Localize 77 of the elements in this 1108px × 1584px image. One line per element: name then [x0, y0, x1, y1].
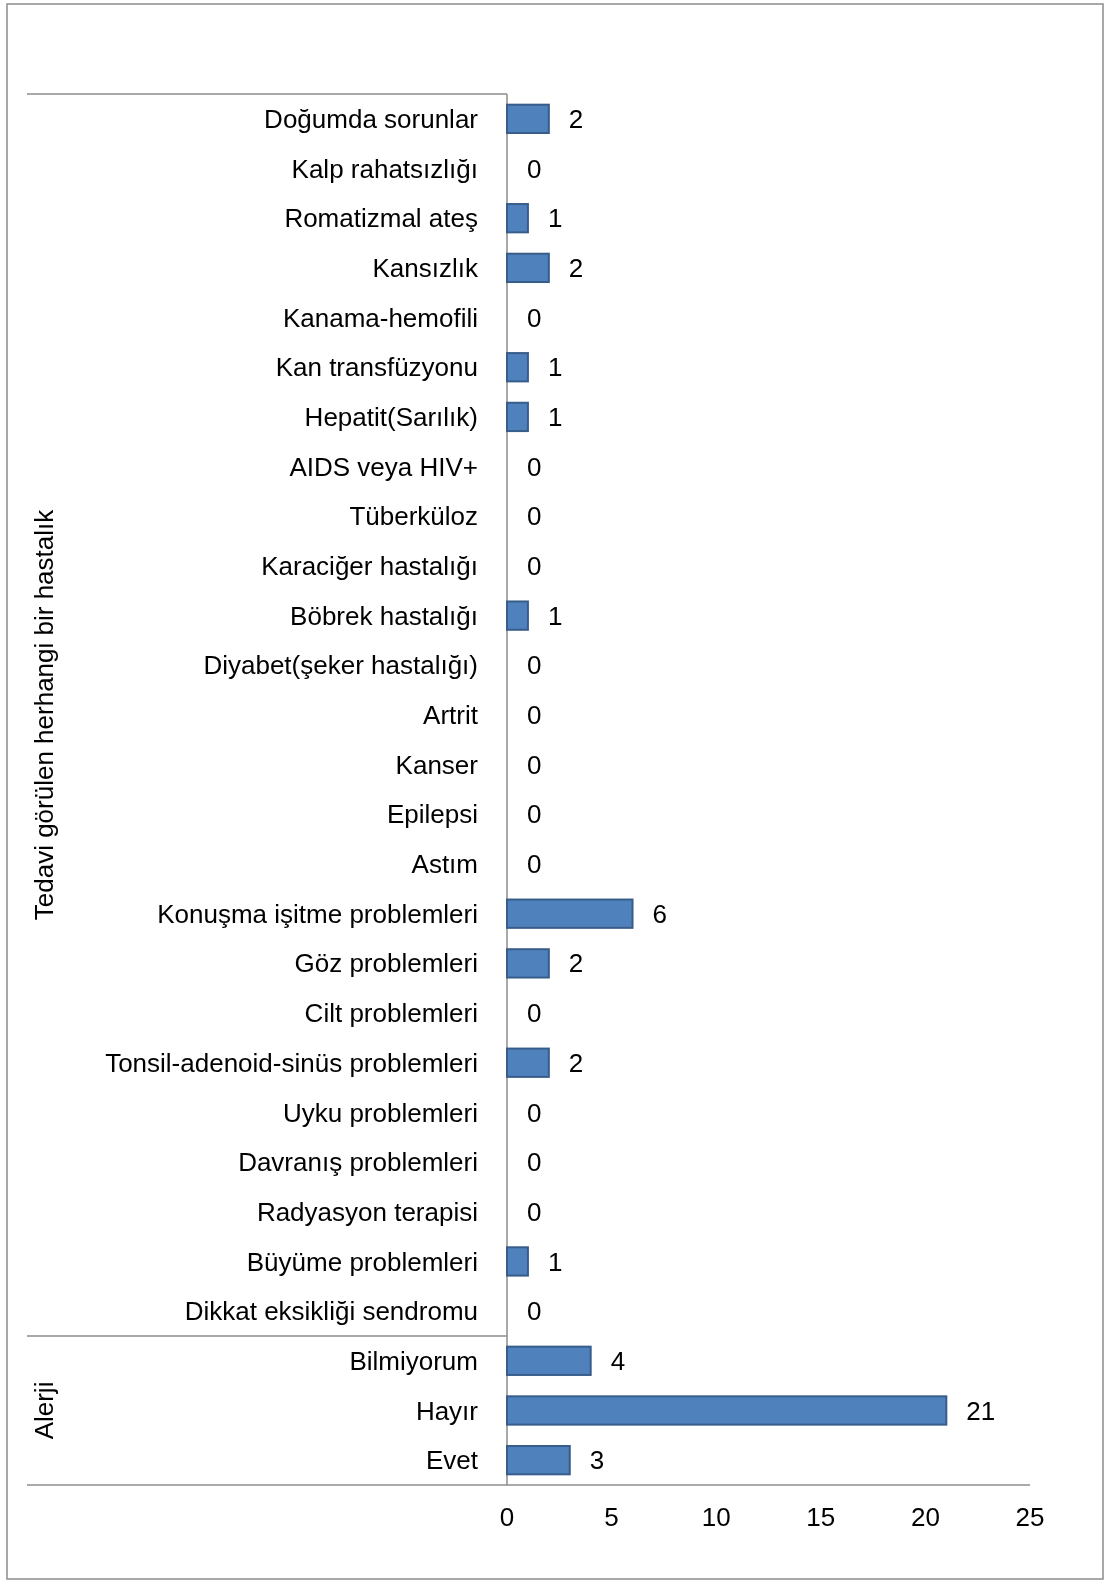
y-tick-label: AIDS veya HIV+ — [289, 451, 478, 482]
x-tick-label: 10 — [701, 1502, 731, 1533]
data-label: 2 — [568, 948, 584, 979]
data-label: 0 — [527, 153, 542, 184]
y-tick-label: Konuşma işitme problemleri — [157, 898, 478, 929]
y-tick-label: Astım — [411, 849, 478, 880]
data-label: 0 — [527, 998, 542, 1029]
y-tick-label: Kan transfüzyonu — [275, 352, 478, 383]
x-tick-label: 25 — [1015, 1502, 1045, 1533]
data-label: 0 — [527, 1097, 542, 1128]
data-label: 0 — [527, 1296, 542, 1327]
data-label: 6 — [652, 898, 667, 929]
data-label: 0 — [527, 700, 542, 731]
bar — [506, 103, 550, 134]
bar — [506, 600, 529, 631]
bar — [506, 1047, 550, 1078]
y-tick-label: Diyabet(şeker hastalığı) — [203, 650, 478, 681]
y-tick-label: Uyku problemleri — [282, 1097, 478, 1128]
y-tick-label: Bilmiyorum — [349, 1345, 478, 1376]
bar — [506, 352, 529, 383]
data-label: 0 — [527, 501, 542, 532]
y-tick-label: Evet — [425, 1445, 479, 1476]
y-tick-label: Cilt problemleri — [304, 998, 478, 1029]
text: Tedavi görülen herhangi bir hastalık — [29, 508, 60, 921]
data-label: 2 — [568, 103, 584, 134]
data-label: 3 — [589, 1445, 605, 1476]
y-tick-label: Kanama-hemofili — [282, 302, 478, 333]
bar — [506, 898, 634, 929]
data-label: 1 — [547, 1246, 563, 1277]
data-label: 0 — [527, 302, 542, 333]
data-label: 21 — [966, 1395, 996, 1426]
data-label: 2 — [568, 252, 584, 283]
data-label: 0 — [527, 650, 542, 681]
data-label: 4 — [610, 1345, 626, 1376]
x-tick-label: 5 — [604, 1502, 619, 1533]
bar — [506, 948, 550, 979]
data-label: 1 — [547, 600, 563, 631]
x-tick-label: 20 — [910, 1502, 940, 1533]
y-tick-label: Artrit — [423, 700, 479, 731]
y-tick-label: Kalp rahatsızlığı — [291, 153, 478, 184]
data-label: 0 — [527, 551, 542, 582]
data-label: 1 — [547, 352, 563, 383]
bar — [506, 252, 550, 284]
data-label: 1 — [547, 402, 563, 433]
y-tick-label: Tüberküloz — [349, 501, 478, 532]
x-tick-label: 0 — [499, 1502, 515, 1533]
data-label: 0 — [527, 849, 542, 880]
y-tick-label: Radyasyon terapisi — [256, 1196, 478, 1227]
bar — [506, 1445, 571, 1476]
bar — [506, 203, 529, 234]
data-label: 1 — [547, 203, 563, 234]
y-tick-label: Karaciğer hastalığı — [261, 551, 478, 582]
y-tick-label: Hepatit(Sarılık) — [304, 402, 478, 433]
y-tick-label: Göz problemleri — [294, 948, 478, 979]
y-tick-label: Dikkat eksikliği sendromu — [184, 1296, 478, 1327]
x-tick-label: 15 — [806, 1502, 836, 1533]
y-tick-label: Epilepsi — [386, 799, 478, 830]
y-tick-label: Böbrek hastalığı — [290, 600, 478, 631]
data-label: 0 — [527, 799, 542, 830]
y-tick-label: Hayır — [415, 1395, 479, 1426]
y-tick-label: Büyüme problemleri — [246, 1246, 478, 1277]
bar — [506, 401, 529, 433]
bar — [506, 1395, 948, 1426]
data-label: 0 — [527, 1196, 542, 1227]
data-label: 0 — [527, 1147, 542, 1178]
bar — [506, 1246, 529, 1277]
data-label: 2 — [568, 1047, 584, 1078]
y-tick-label: Tonsil-adenoid-sinüs problemleri — [105, 1047, 478, 1078]
data-label: 0 — [527, 451, 542, 482]
data-label: 0 — [527, 749, 542, 780]
text: Alerji — [29, 1381, 60, 1440]
y-tick-label: Doğumda sorunlar — [264, 103, 479, 134]
y-tick-label: Romatizmal ateş — [284, 203, 478, 234]
y-tick-label: Davranış problemleri — [238, 1147, 478, 1178]
bar — [506, 1345, 592, 1376]
y-tick-label: Kansızlık — [372, 252, 479, 283]
y-tick-label: Kanser — [395, 749, 479, 780]
